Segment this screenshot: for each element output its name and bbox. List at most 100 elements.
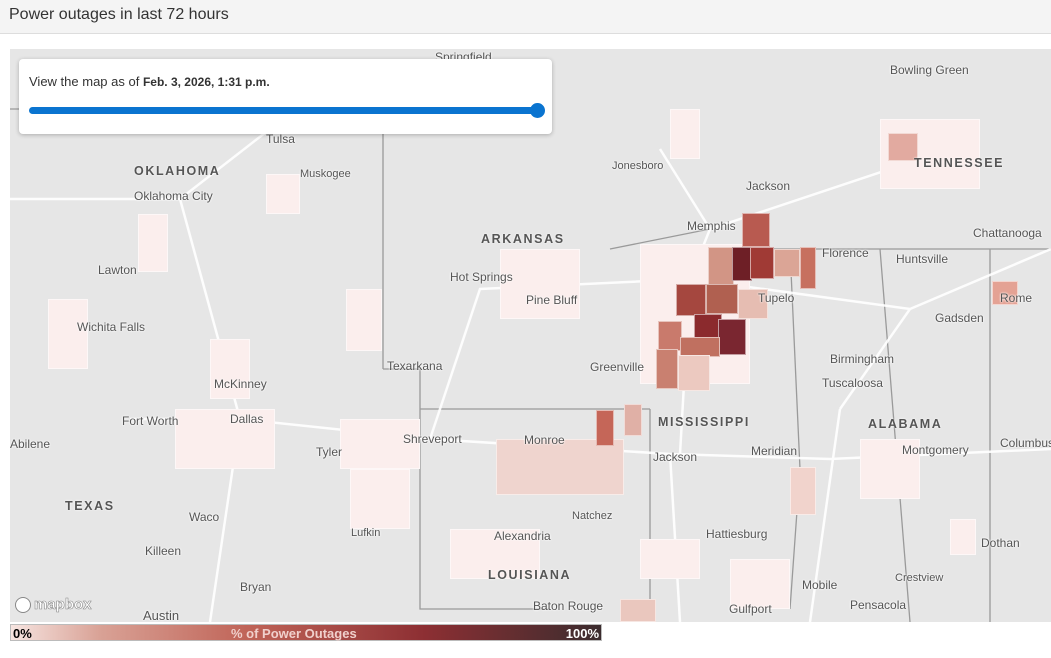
city-label: Memphis bbox=[687, 219, 736, 233]
outage-county[interactable] bbox=[596, 410, 614, 446]
county-region bbox=[640, 539, 700, 579]
city-label: Gulfport bbox=[729, 602, 772, 616]
outage-county[interactable] bbox=[656, 349, 678, 389]
city-label: Abilene bbox=[10, 437, 51, 451]
county-region bbox=[496, 439, 624, 495]
city-label: Texarkana bbox=[387, 359, 443, 373]
city-label: Gadsden bbox=[935, 311, 984, 325]
city-label: Birmingham bbox=[830, 352, 895, 366]
outage-county[interactable] bbox=[706, 284, 738, 314]
city-label: Lawton bbox=[98, 263, 137, 277]
city-label: Hot Springs bbox=[450, 270, 513, 284]
outage-county[interactable] bbox=[800, 247, 816, 289]
county-region bbox=[500, 249, 580, 319]
city-label: Crestview bbox=[895, 572, 944, 584]
outage-county[interactable] bbox=[790, 467, 816, 515]
state-label: LOUISIANA bbox=[488, 568, 572, 582]
outage-county[interactable] bbox=[774, 249, 800, 277]
time-prefix: View the map as of bbox=[29, 74, 140, 89]
county-region bbox=[138, 214, 168, 272]
city-label: Alexandria bbox=[494, 529, 551, 543]
state-label: ARKANSAS bbox=[481, 232, 565, 246]
slider-handle[interactable] bbox=[530, 103, 545, 118]
outage-county[interactable] bbox=[624, 404, 642, 436]
county-region bbox=[450, 529, 540, 579]
page-title: Power outages in last 72 hours bbox=[9, 6, 229, 23]
time-label: View the map as of Feb. 3, 2026, 1:31 p.… bbox=[29, 74, 270, 89]
mapbox-wordmark: mapbox bbox=[34, 596, 92, 614]
outage-county[interactable] bbox=[732, 247, 752, 281]
header: Power outages in last 72 hours bbox=[0, 0, 1051, 34]
outage-county[interactable] bbox=[676, 284, 706, 316]
outage-county[interactable] bbox=[888, 133, 918, 161]
color-legend: 0% % of Power Outages 100% bbox=[10, 624, 602, 641]
outage-map[interactable]: OKLAHOMA ARKANSAS TENNESSEE MISSISSIPPI … bbox=[10, 49, 1051, 622]
county-region bbox=[350, 469, 410, 529]
county-region bbox=[950, 519, 976, 555]
city-label: Waco bbox=[189, 510, 220, 524]
state-label: ALABAMA bbox=[868, 417, 943, 431]
city-label: Hattiesburg bbox=[706, 527, 768, 541]
city-label: Dothan bbox=[981, 536, 1020, 550]
county-region bbox=[340, 419, 420, 469]
selected-date: Feb. 3, 2026, 1:31 p.m. bbox=[142, 75, 270, 89]
city-label: Tulsa bbox=[266, 132, 295, 146]
city-label: Jackson bbox=[746, 179, 791, 193]
time-control-panel: View the map as of Feb. 3, 2026, 1:31 p.… bbox=[19, 59, 552, 134]
outage-county[interactable] bbox=[680, 337, 720, 357]
state-label: OKLAHOMA bbox=[134, 164, 221, 178]
city-label: Killeen bbox=[145, 544, 182, 558]
city-label: Austin bbox=[143, 608, 180, 622]
legend-title: % of Power Outages bbox=[231, 626, 357, 641]
city-label: Tyler bbox=[316, 445, 343, 459]
city-label: Oklahoma City bbox=[134, 189, 213, 203]
outage-county[interactable] bbox=[750, 247, 774, 279]
city-label: Natchez bbox=[572, 510, 613, 522]
city-label: Pensacola bbox=[850, 598, 907, 612]
outage-county[interactable] bbox=[620, 599, 656, 622]
city-label: Tuscaloosa bbox=[822, 376, 883, 390]
city-label: Shreveport bbox=[403, 432, 462, 446]
state-label: MISSISSIPPI bbox=[658, 415, 750, 429]
city-label: Jackson bbox=[653, 450, 698, 464]
county-region bbox=[730, 559, 790, 609]
outage-county[interactable] bbox=[658, 321, 682, 351]
county-region bbox=[670, 109, 700, 159]
city-label: Fort Worth bbox=[122, 414, 179, 428]
outage-county[interactable] bbox=[738, 289, 768, 319]
city-label: Florence bbox=[822, 246, 869, 260]
city-label: Muskogee bbox=[300, 168, 351, 180]
city-label: Monroe bbox=[524, 433, 565, 447]
county-region bbox=[266, 174, 300, 214]
outage-county[interactable] bbox=[678, 355, 710, 391]
city-label: Baton Rouge bbox=[533, 599, 604, 613]
legend-max: 100% bbox=[565, 626, 599, 641]
mapbox-logo[interactable]: mapbox bbox=[15, 596, 92, 613]
city-label: Montgomery bbox=[902, 443, 969, 457]
time-slider[interactable] bbox=[29, 103, 545, 118]
city-label: Mobile bbox=[802, 578, 838, 592]
county-region bbox=[210, 339, 250, 399]
city-label: Wichita Falls bbox=[77, 320, 146, 334]
county-region bbox=[346, 289, 382, 351]
city-label: Columbus bbox=[1000, 436, 1051, 450]
county-region bbox=[175, 409, 275, 469]
city-label: Dallas bbox=[230, 412, 264, 426]
city-label: Lufkin bbox=[351, 527, 381, 539]
state-label: TENNESSEE bbox=[914, 156, 1005, 170]
city-label: Bowling Green bbox=[890, 63, 969, 77]
county-region bbox=[860, 439, 920, 499]
city-label: Bryan bbox=[240, 580, 272, 594]
legend-min: 0% bbox=[13, 626, 32, 641]
city-label: Jonesboro bbox=[612, 160, 664, 172]
outage-county[interactable] bbox=[718, 319, 746, 355]
city-label: Tupelo bbox=[758, 291, 795, 305]
city-label: Meridian bbox=[751, 444, 798, 458]
city-label: Rome bbox=[1000, 291, 1033, 305]
county-region bbox=[48, 299, 88, 369]
state-label: TEXAS bbox=[65, 499, 115, 513]
city-label: Greenville bbox=[590, 360, 645, 374]
outage-county[interactable] bbox=[708, 247, 734, 285]
outage-county[interactable] bbox=[742, 213, 770, 247]
outage-county[interactable] bbox=[992, 281, 1018, 305]
